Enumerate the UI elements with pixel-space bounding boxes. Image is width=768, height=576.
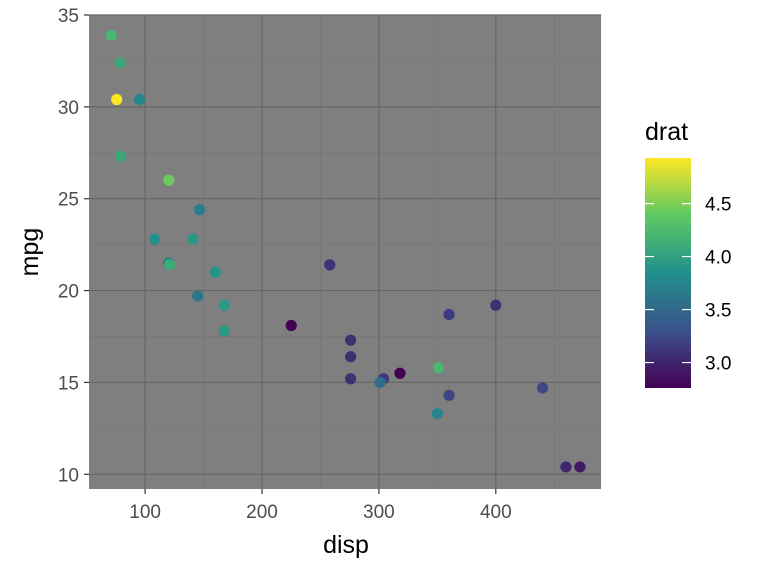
- data-point: [443, 308, 455, 321]
- panel-background: [89, 15, 601, 489]
- colorbar-ticks: 3.0 3.5 4.0 4.5: [645, 195, 731, 375]
- x-tick-label: 300: [363, 502, 395, 523]
- data-point: [194, 204, 206, 216]
- data-point: [432, 362, 445, 374]
- y-tick-label: 35: [58, 6, 79, 27]
- data-point: [218, 325, 230, 337]
- data-point: [374, 376, 386, 389]
- colorbar-tick-label: 4.0: [705, 248, 731, 269]
- data-point: [133, 93, 145, 106]
- y-axis-title: mpg: [16, 228, 44, 277]
- data-point: [574, 461, 586, 473]
- x-axis-ticks: 100 200 300 400: [129, 489, 512, 523]
- color-legend: drat 3.0 3.5 4.0 4.5: [645, 118, 731, 388]
- data-point: [163, 174, 175, 186]
- colorbar-tick-label: 3.5: [705, 301, 731, 322]
- data-point: [187, 233, 199, 245]
- data-point: [105, 29, 117, 41]
- y-tick-label: 20: [58, 282, 79, 303]
- colorbar-tick-label: 3.0: [705, 354, 731, 375]
- data-point: [285, 319, 297, 332]
- data-point: [218, 299, 230, 311]
- x-tick-label: 200: [246, 502, 278, 523]
- x-tick-label: 100: [129, 502, 161, 523]
- data-point: [560, 461, 572, 473]
- data-points: [105, 29, 586, 473]
- data-point: [324, 259, 336, 271]
- major-gridlines: [89, 14, 601, 489]
- data-point: [114, 150, 127, 163]
- data-point: [345, 334, 357, 346]
- y-axis-ticks: 10 15 20 25 30 35: [58, 6, 89, 486]
- data-point: [345, 351, 357, 363]
- y-tick-label: 15: [58, 373, 79, 394]
- data-point: [443, 389, 455, 401]
- data-point: [111, 93, 123, 106]
- data-point: [536, 382, 549, 394]
- data-point: [345, 373, 357, 385]
- data-point: [148, 233, 161, 245]
- data-point: [394, 367, 406, 379]
- legend-title: drat: [645, 118, 688, 146]
- data-point: [192, 290, 204, 302]
- minor-gridlines: [89, 15, 601, 489]
- y-tick-label: 30: [58, 98, 79, 119]
- x-tick-label: 400: [480, 502, 512, 523]
- colorbar-tick-label: 4.5: [705, 195, 731, 216]
- data-point: [431, 408, 443, 420]
- x-axis-title: disp: [323, 531, 369, 559]
- y-tick-label: 25: [58, 190, 79, 211]
- data-point: [164, 259, 176, 271]
- y-tick-label: 10: [58, 465, 79, 486]
- colorbar: [645, 158, 691, 388]
- data-point: [114, 57, 126, 69]
- data-point: [490, 299, 502, 311]
- data-point: [209, 266, 221, 278]
